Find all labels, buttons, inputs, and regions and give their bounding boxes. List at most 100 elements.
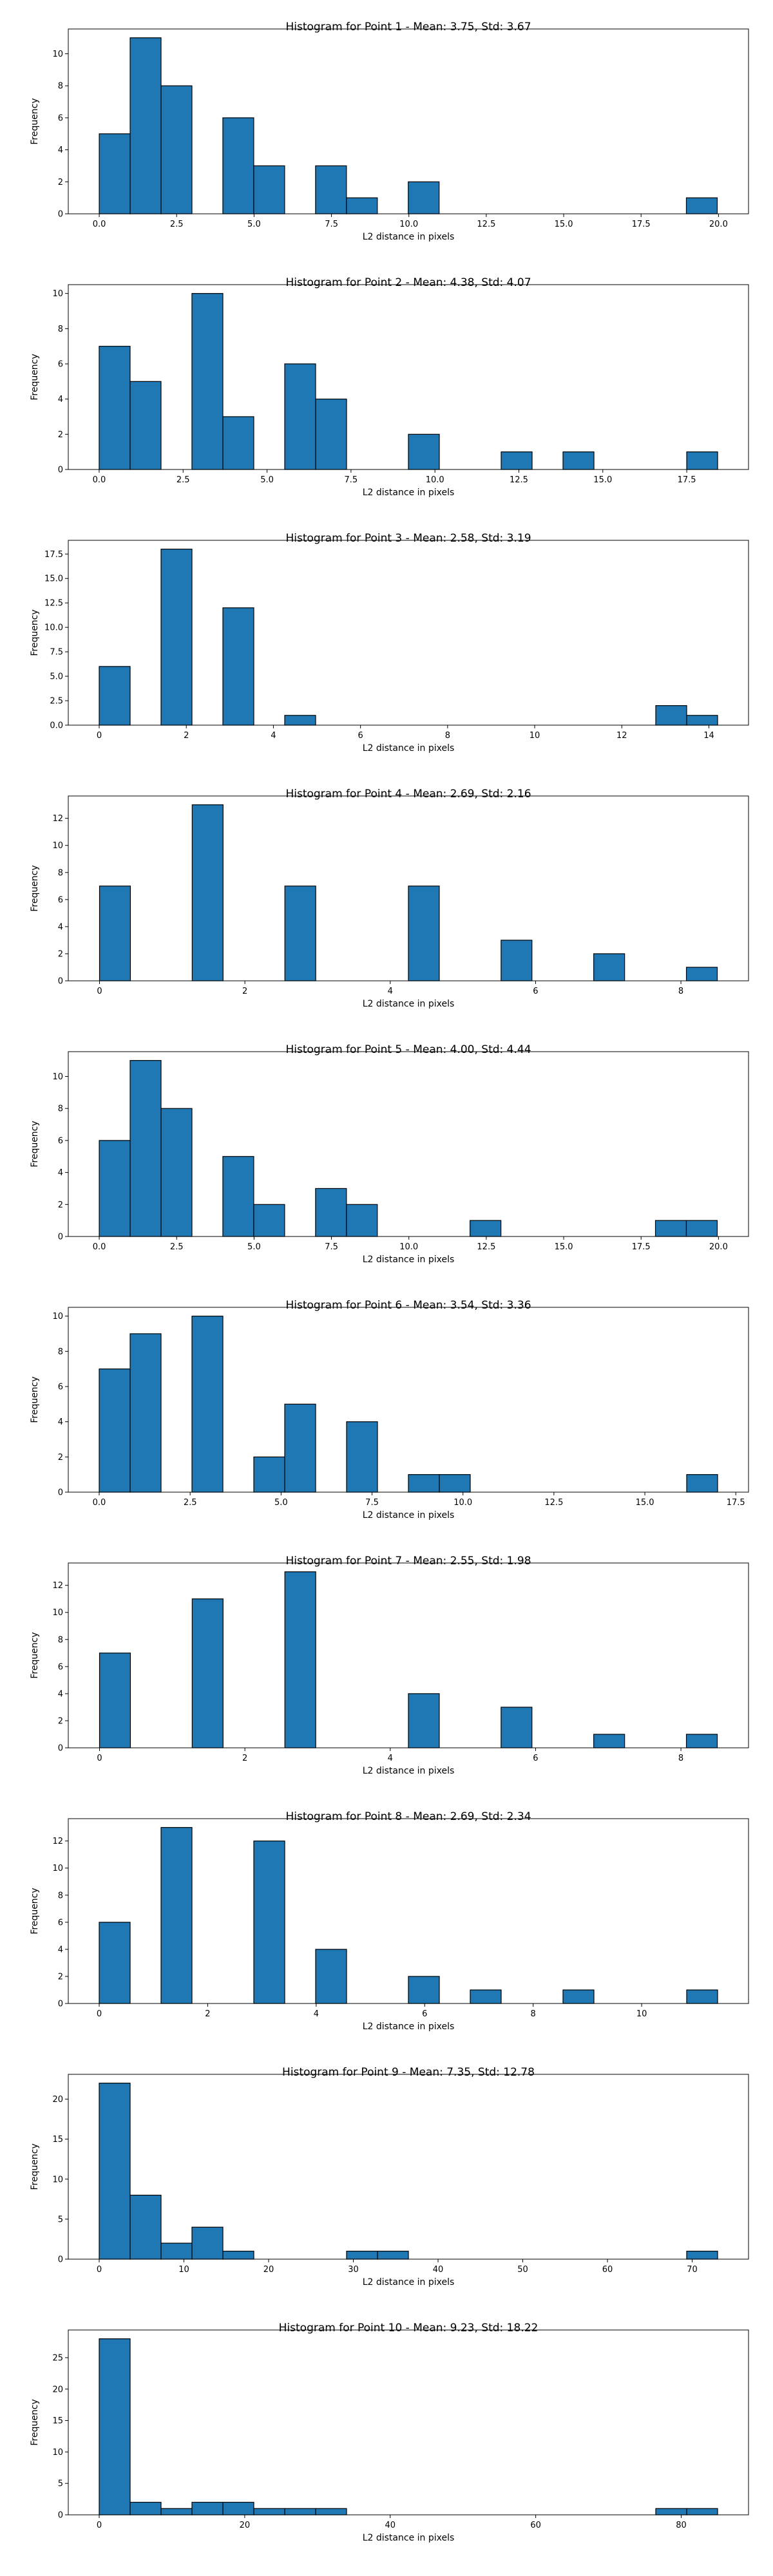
histogram-bar <box>593 1734 625 1748</box>
x-tick-label: 20.0 <box>709 220 728 229</box>
histogram-bar <box>655 705 687 726</box>
y-tick-label: 2.5 <box>50 697 63 706</box>
x-tick-label: 70 <box>687 2265 698 2275</box>
histogram-bar <box>129 381 162 470</box>
y-tick-label: 10.0 <box>44 623 63 633</box>
histogram-bar <box>655 2508 687 2515</box>
y-axis-label: Frequency <box>30 98 40 144</box>
x-tick-label: 6 <box>533 987 538 996</box>
y-tick-label: 10 <box>52 1072 63 1082</box>
histogram-bars <box>99 1827 718 2004</box>
histogram-bar <box>253 165 285 214</box>
y-tick-label: 0 <box>58 2255 63 2265</box>
y-tick-label: 6 <box>58 895 63 905</box>
histogram-bar <box>686 451 718 470</box>
y-tick-label: 15 <box>52 2135 63 2145</box>
x-tick-label: 2 <box>242 1754 247 1763</box>
y-tick-label: 8 <box>58 1347 63 1357</box>
y-tick-label: 10 <box>52 2175 63 2184</box>
y-tick-label: 4 <box>58 1168 63 1178</box>
x-tick-label: 7.5 <box>325 1242 338 1252</box>
x-tick-label: 12 <box>616 731 627 741</box>
histogram-bar <box>315 399 347 470</box>
y-tick-label: 2 <box>58 1200 63 1210</box>
chart-title: Histogram for Point 9 - Mean: 7.35, Std:… <box>282 2066 535 2079</box>
chart-title: Histogram for Point 5 - Mean: 4.00, Std:… <box>285 1043 531 1056</box>
histogram-bar <box>222 2250 254 2260</box>
histogram-bar <box>501 451 533 470</box>
x-tick-label: 8 <box>445 731 450 741</box>
y-tick-label: 0 <box>58 210 63 220</box>
x-tick-label: 8 <box>678 1754 683 1763</box>
histogram-bar <box>685 1220 718 1237</box>
histogram-bars <box>99 293 718 470</box>
x-tick-label: 12.5 <box>477 1242 495 1252</box>
x-tick-label: 20 <box>263 2265 274 2275</box>
histogram-bar <box>129 1060 162 1237</box>
y-tick-label: 6 <box>58 1383 63 1392</box>
histogram-panel-4: Histogram for Point 4 - Mean: 2.69, Std:… <box>30 788 749 1009</box>
y-tick-label: 25 <box>52 2353 63 2363</box>
y-tick-label: 0 <box>58 977 63 987</box>
y-tick-label: 15 <box>52 2416 63 2426</box>
histogram-bar <box>501 1707 533 1748</box>
x-tick-label: 15.0 <box>593 475 612 485</box>
histogram-panel-7: Histogram for Point 7 - Mean: 2.55, Std:… <box>30 1555 749 1776</box>
histogram-bar <box>685 197 718 214</box>
histogram-bar <box>99 1140 131 1237</box>
y-axis-label: Frequency <box>30 1632 40 1678</box>
histogram-bar <box>654 1220 687 1237</box>
x-tick-label: 2 <box>242 987 247 996</box>
plot-frame <box>68 1307 749 1493</box>
y-tick-label: 8 <box>58 1891 63 1900</box>
y-tick-label: 6 <box>58 113 63 123</box>
histogram-bar <box>129 2501 162 2515</box>
histogram-bar <box>408 1474 440 1493</box>
x-tick-label: 7.5 <box>345 475 358 485</box>
plot-frame <box>68 2329 749 2515</box>
y-tick-label: 0 <box>58 2511 63 2521</box>
histogram-bar <box>284 363 316 470</box>
y-tick-label: 4 <box>58 1417 63 1427</box>
histogram-bar <box>222 117 254 214</box>
x-axis-label: L2 distance in pixels <box>363 1510 455 1520</box>
y-tick-label: 10 <box>52 289 63 299</box>
histogram-bar <box>377 2250 409 2260</box>
histogram-bar <box>408 433 440 470</box>
plot-frame <box>68 540 749 726</box>
x-tick-label: 80 <box>676 2521 687 2530</box>
y-tick-label: 20 <box>52 2095 63 2105</box>
y-tick-label: 8 <box>58 325 63 334</box>
chart-title: Histogram for Point 1 - Mean: 3.75, Std:… <box>285 21 531 33</box>
y-tick-label: 2 <box>58 1716 63 1726</box>
x-tick-label: 0.0 <box>93 1498 106 1508</box>
x-axis-label: L2 distance in pixels <box>363 1255 455 1265</box>
y-tick-label: 0 <box>58 1488 63 1498</box>
histogram-bar <box>284 1403 316 1493</box>
histogram-bar <box>439 1474 471 1493</box>
x-tick-label: 6 <box>422 2009 427 2019</box>
y-tick-label: 4 <box>58 395 63 404</box>
y-axis-label: Frequency <box>30 2399 40 2445</box>
histogram-bar <box>253 1841 285 2004</box>
histogram-bars <box>99 2338 718 2515</box>
y-tick-label: 6 <box>58 1136 63 1146</box>
histogram-panel-10: Histogram for Point 10 - Mean: 9.23, Std… <box>30 2322 749 2543</box>
x-tick-label: 12.5 <box>477 220 495 229</box>
histogram-bar <box>160 1108 193 1237</box>
y-tick-label: 2 <box>58 178 63 187</box>
histogram-bar <box>99 1922 131 2004</box>
histogram-bar <box>129 1333 162 1493</box>
x-axis-label: L2 distance in pixels <box>363 2022 455 2032</box>
plot-frame <box>68 284 749 470</box>
x-tick-label: 0 <box>97 2009 102 2019</box>
y-tick-label: 2 <box>58 1972 63 1982</box>
y-axis-label: Frequency <box>30 865 40 911</box>
histogram-bar <box>685 967 718 981</box>
histogram-bar <box>284 1571 316 1748</box>
x-tick-label: 40 <box>433 2265 444 2275</box>
y-tick-label: 8 <box>58 1635 63 1645</box>
histogram-panel-9: Histogram for Point 9 - Mean: 7.35, Std:… <box>30 2066 749 2287</box>
histogram-bars <box>99 549 718 726</box>
x-tick-label: 10.0 <box>426 475 444 485</box>
